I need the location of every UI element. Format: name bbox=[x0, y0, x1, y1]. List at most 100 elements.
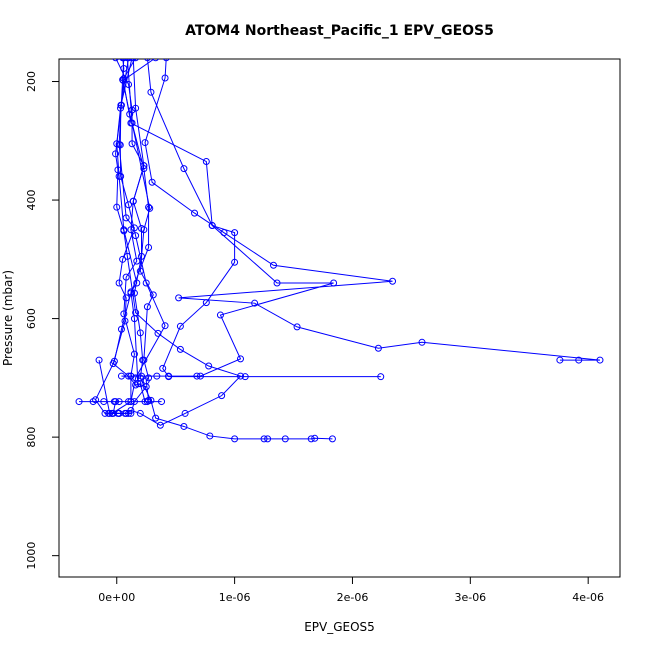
data-point bbox=[418, 338, 426, 346]
series-4 bbox=[75, 59, 169, 406]
data-point bbox=[119, 255, 127, 263]
data-point bbox=[136, 329, 144, 337]
x-axis: 0e+00 1e-06 2e-06 3e-06 4e-06 bbox=[98, 576, 604, 604]
data-point bbox=[161, 322, 169, 330]
series-2 bbox=[141, 59, 604, 364]
data-point bbox=[130, 350, 138, 358]
data-point bbox=[143, 303, 151, 311]
chart-title: ATOM4 Northeast_Pacific_1 EPV_GEOS5 bbox=[185, 23, 494, 39]
data-point bbox=[180, 422, 188, 430]
data-point bbox=[127, 409, 135, 417]
data-point bbox=[113, 203, 121, 211]
data-point bbox=[112, 150, 120, 158]
data-point bbox=[165, 373, 173, 381]
data-point bbox=[120, 59, 128, 62]
data-point bbox=[556, 356, 564, 364]
data-point bbox=[241, 373, 249, 381]
data-point bbox=[175, 294, 183, 302]
data-point bbox=[75, 398, 83, 406]
data-point bbox=[133, 257, 141, 265]
data-point bbox=[95, 356, 103, 364]
data-point bbox=[311, 434, 319, 442]
data-point bbox=[293, 323, 301, 331]
data-point bbox=[181, 409, 189, 417]
data-point bbox=[136, 409, 144, 417]
data-point bbox=[149, 291, 157, 299]
data-point bbox=[328, 435, 336, 443]
data-point bbox=[231, 258, 239, 266]
data-point bbox=[101, 409, 109, 417]
series-line bbox=[122, 59, 381, 378]
series-line bbox=[98, 59, 148, 414]
data-point bbox=[152, 414, 160, 422]
data-point bbox=[281, 435, 289, 443]
data-point bbox=[159, 364, 167, 372]
data-point bbox=[141, 398, 149, 406]
data-point bbox=[130, 315, 138, 323]
y-tick-label: 1000 bbox=[25, 542, 38, 570]
data-point bbox=[120, 226, 128, 234]
data-point bbox=[161, 74, 169, 82]
series-layer bbox=[75, 59, 604, 443]
data-point bbox=[145, 396, 153, 404]
data-point bbox=[136, 267, 144, 275]
data-point bbox=[130, 224, 138, 232]
data-point bbox=[218, 392, 226, 400]
data-point bbox=[202, 158, 210, 166]
data-point bbox=[146, 204, 154, 212]
x-axis-label: EPV_GEOS5 bbox=[304, 620, 375, 634]
data-point bbox=[128, 140, 136, 148]
data-point bbox=[121, 317, 129, 325]
data-point bbox=[575, 356, 583, 364]
data-point bbox=[125, 80, 133, 88]
data-point bbox=[147, 88, 155, 96]
data-point bbox=[115, 140, 123, 148]
data-point bbox=[377, 373, 385, 381]
data-point bbox=[231, 435, 239, 443]
data-point bbox=[112, 398, 120, 406]
data-point bbox=[117, 372, 125, 380]
series-line bbox=[79, 59, 166, 403]
data-point bbox=[141, 139, 149, 147]
data-point bbox=[191, 209, 199, 217]
data-point bbox=[148, 178, 156, 186]
data-point bbox=[205, 362, 213, 370]
data-point bbox=[389, 277, 397, 285]
data-point bbox=[115, 398, 123, 406]
data-point bbox=[270, 261, 277, 269]
data-point bbox=[120, 310, 128, 318]
data-point bbox=[128, 119, 136, 127]
x-tick-label: 0e+00 bbox=[98, 591, 135, 604]
y-axis-label: Pressure (mbar) bbox=[1, 270, 15, 366]
data-point bbox=[132, 232, 140, 240]
data-point bbox=[142, 377, 150, 385]
data-point bbox=[374, 344, 382, 352]
data-point bbox=[122, 214, 130, 222]
data-point bbox=[260, 435, 268, 443]
data-point bbox=[122, 273, 130, 281]
data-point bbox=[142, 279, 150, 287]
data-point bbox=[112, 59, 119, 62]
data-point bbox=[125, 372, 133, 380]
x-tick-label: 2e-06 bbox=[337, 591, 369, 604]
series-line bbox=[112, 59, 146, 402]
series-1 bbox=[117, 59, 338, 380]
data-point bbox=[176, 345, 184, 353]
series-3 bbox=[119, 59, 385, 381]
data-point bbox=[208, 222, 216, 230]
data-point bbox=[133, 279, 141, 287]
data-point bbox=[158, 398, 166, 406]
y-axis: 200 400 600 800 1000 bbox=[25, 71, 60, 570]
series-10 bbox=[124, 59, 157, 404]
data-point bbox=[237, 355, 244, 363]
data-point bbox=[193, 372, 201, 380]
series-11 bbox=[109, 59, 149, 406]
y-tick-label: 400 bbox=[25, 190, 38, 211]
data-point bbox=[143, 398, 151, 406]
data-point bbox=[122, 294, 130, 302]
data-point bbox=[92, 396, 100, 404]
data-point bbox=[124, 59, 131, 62]
plot-frame bbox=[58, 58, 621, 578]
data-point bbox=[216, 311, 224, 319]
data-point bbox=[140, 226, 148, 234]
